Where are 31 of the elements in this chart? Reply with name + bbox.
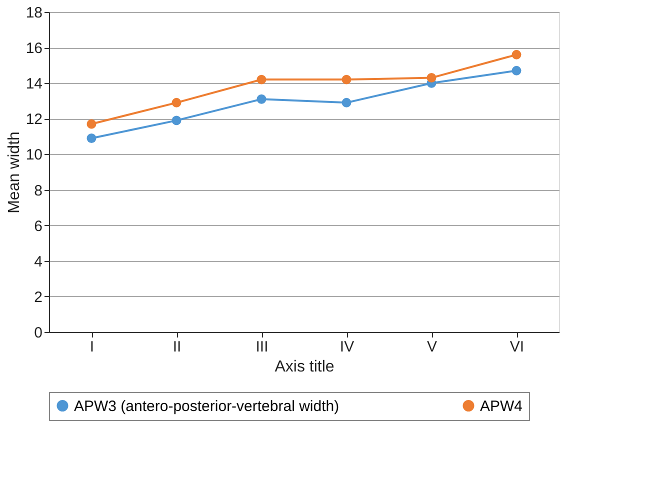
x-tick-label: IV — [340, 338, 354, 356]
point — [342, 98, 352, 108]
y-tick-label: 10 — [26, 146, 42, 164]
y-tick-label: 18 — [26, 4, 42, 22]
x-tick-label: I — [90, 338, 94, 356]
y-tick-label: 14 — [26, 76, 42, 93]
y-tick-label: 12 — [26, 111, 42, 128]
y-tick-label: 8 — [34, 182, 42, 200]
x-tick-label: II — [172, 338, 182, 356]
x-tick-label: III — [256, 338, 268, 356]
point — [86, 119, 96, 129]
point — [342, 74, 352, 84]
x-tick-label: V — [426, 338, 438, 356]
x-tick-label: VI — [510, 338, 524, 356]
y-axis-title: Mean width — [6, 132, 23, 214]
x-axis-title: Axis title — [274, 358, 334, 376]
point — [512, 66, 522, 76]
point — [172, 116, 182, 126]
y-tick-label: 4 — [34, 253, 42, 270]
point — [172, 98, 182, 108]
y-tick-label: 16 — [26, 40, 42, 58]
legend-label: APW3 (antero-posterior-vertebral width) — [74, 398, 340, 415]
point — [86, 133, 96, 143]
y-tick-label: 0 — [34, 324, 42, 342]
y-tick-label: 6 — [34, 218, 42, 235]
point — [256, 74, 266, 84]
point — [512, 50, 522, 60]
y-tick-label: 2 — [34, 288, 42, 306]
legend-label: APW4 — [480, 398, 523, 415]
point — [426, 73, 436, 83]
point — [256, 94, 266, 104]
